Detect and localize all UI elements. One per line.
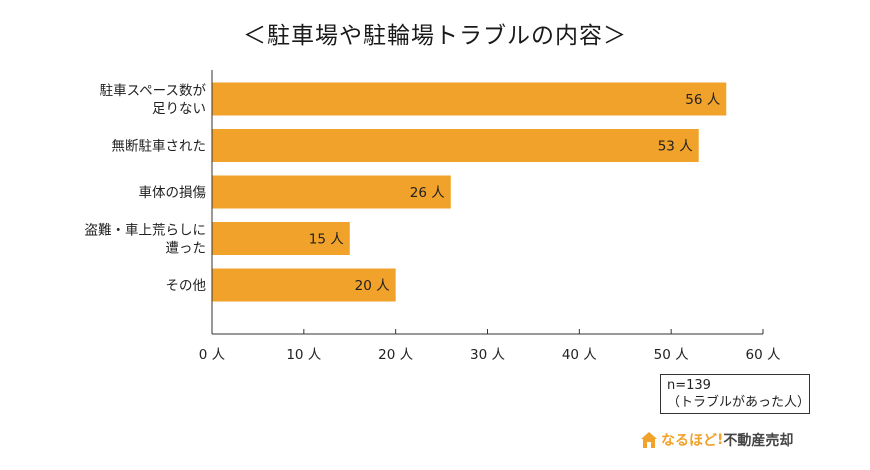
data-label: 53 人 bbox=[658, 139, 693, 155]
x-tick-label: 20 人 bbox=[378, 347, 413, 363]
category-label: 足りない bbox=[152, 101, 206, 117]
x-tick-label: 50 人 bbox=[654, 347, 689, 363]
x-tick-label: 10 人 bbox=[286, 347, 321, 363]
category-label: 車体の損傷 bbox=[139, 185, 207, 201]
bar bbox=[212, 268, 396, 302]
logo-text-part1: なるほど bbox=[661, 433, 717, 449]
bar bbox=[212, 82, 727, 116]
sample-description-text: （トラブルがあった人） bbox=[667, 395, 811, 410]
category-label: 駐車スペース数が bbox=[100, 83, 207, 99]
x-tick-label: 30 人 bbox=[470, 347, 505, 363]
bar bbox=[212, 222, 350, 255]
category-label: その他 bbox=[166, 278, 207, 294]
data-label: 26 人 bbox=[410, 185, 445, 201]
brand-logo: なるほど ! 不動産売却 bbox=[640, 428, 793, 452]
category-label: 盗難・車上荒らしに bbox=[85, 223, 207, 239]
x-tick-label: 0 人 bbox=[199, 347, 226, 363]
house-icon bbox=[641, 432, 657, 448]
category-label: 遭った bbox=[166, 241, 207, 257]
bar bbox=[212, 129, 699, 162]
sample-size-text: n=139 bbox=[667, 378, 711, 393]
data-label: 15 人 bbox=[309, 232, 344, 248]
logo-text-part2: 不動産売却 bbox=[723, 433, 794, 449]
bar bbox=[212, 175, 451, 209]
exclamation-icon: ! bbox=[717, 432, 724, 448]
x-tick-label: 40 人 bbox=[562, 347, 597, 363]
data-label: 56 人 bbox=[685, 92, 720, 108]
category-label: 無断駐車された bbox=[112, 139, 207, 155]
data-label: 20 人 bbox=[355, 278, 390, 294]
sample-size-note: n=139 （トラブルがあった人） bbox=[660, 374, 810, 414]
x-tick-label: 60 人 bbox=[746, 347, 781, 363]
chart-title: ＜駐車場や駐輪場トラブルの内容＞ bbox=[243, 23, 627, 49]
